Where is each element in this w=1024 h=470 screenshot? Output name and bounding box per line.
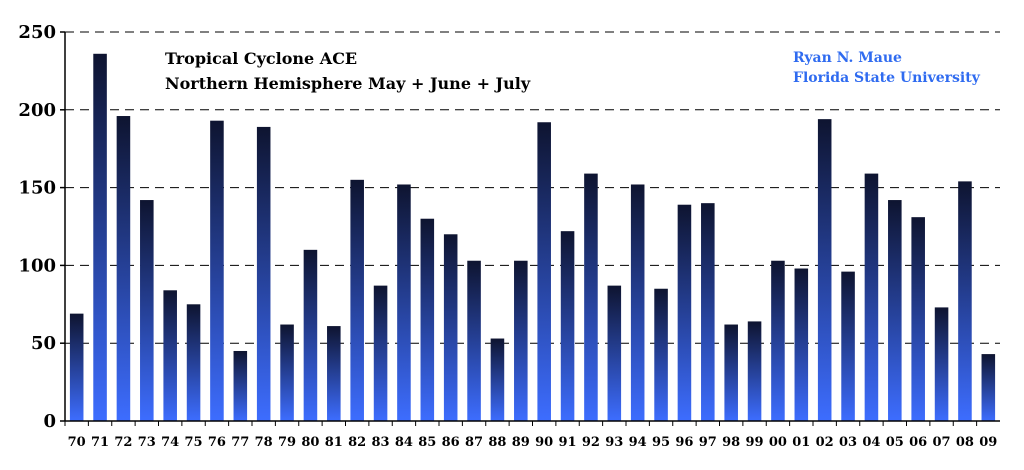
bar-76 [210,120,224,421]
x-tick-label: 87 [465,435,483,450]
bar-00 [771,260,785,421]
bar-88 [490,338,505,421]
x-tick-label: 78 [255,435,273,450]
x-tick-label: 93 [605,435,623,450]
bar-82 [350,179,364,421]
x-tick-label: 73 [138,435,156,450]
x-tick-label: 91 [559,435,577,450]
credit-author: Ryan N. Maue [793,50,902,66]
x-tick-label: 74 [161,435,179,450]
x-tick-label: 88 [488,435,506,450]
bar-95 [654,288,668,421]
bar-74 [163,290,177,421]
x-tick-label: 75 [185,435,203,450]
bar-78 [256,126,271,421]
x-tick-label: 92 [582,435,600,450]
credit-affiliation: Florida State University [793,70,981,86]
bar-90 [537,122,551,422]
x-tick-label: 96 [675,435,693,450]
x-tick-label: 80 [301,435,319,450]
bar-05 [888,200,902,421]
x-tick-label: 77 [231,435,249,450]
x-tick-label: 00 [769,435,787,450]
bar-75 [186,304,201,421]
bar-81 [327,326,341,421]
x-tick-label: 79 [278,435,296,450]
bar-94 [630,184,645,421]
bar-09 [981,354,996,421]
bar-02 [817,119,832,422]
x-tick-label: 07 [933,435,951,450]
x-tick-label: 02 [816,435,834,450]
bar-86 [443,234,458,421]
x-tick-label: 04 [862,435,880,450]
x-tick-label: 06 [909,435,927,450]
bar-73 [140,200,154,421]
bar-71 [93,53,107,422]
x-tick-label: 72 [114,435,132,450]
x-tick-label: 94 [629,435,647,450]
x-tick-label: 98 [722,435,740,450]
x-tick-label: 86 [442,435,460,450]
x-tick-label: 83 [372,435,390,450]
x-tick-label: 84 [395,435,413,450]
bar-01 [794,268,809,421]
x-tick-label: 70 [68,435,86,450]
bar-91 [560,231,575,421]
bar-93 [607,285,622,421]
x-tick-label: 03 [839,435,857,450]
bar-92 [584,173,598,421]
bars [69,53,996,422]
y-tick-label: 250 [18,22,56,43]
bar-87 [467,260,481,421]
y-tick-label: 50 [31,333,56,354]
bar-98 [724,324,738,421]
bar-70 [69,313,84,421]
x-tick-label: 82 [348,435,366,450]
bar-06 [911,217,925,421]
x-tick-label: 85 [418,435,436,450]
bar-80 [303,249,318,421]
bar-83 [373,285,388,421]
y-tick-label: 200 [18,100,56,121]
x-tick-label: 08 [956,435,974,450]
x-tick-label: 09 [979,435,997,450]
bar-96 [677,204,692,421]
bar-72 [116,116,131,422]
y-tick-label: 100 [18,255,56,276]
x-tick-labels: 70 71 72 73 74 75 76 77 78 79 80 81 82 83 84 85 86 87 88 89… [64,421,997,450]
bar-07 [934,307,949,421]
x-tick-label: 89 [512,435,530,450]
x-tick-label: 71 [91,435,109,450]
bar-08 [958,181,972,421]
x-tick-label: 05 [886,435,904,450]
bar-89 [514,260,528,421]
bar-99 [747,321,762,421]
bar-79 [280,324,294,421]
bar-97 [701,203,715,421]
bar-84 [397,184,411,421]
bar-77 [233,350,248,421]
x-tick-label: 01 [792,435,810,450]
chart-title-line-2: Northern Hemisphere May + June + July [165,74,531,93]
x-tick-label: 76 [208,435,226,450]
bar-04 [864,173,879,421]
x-tick-label: 95 [652,435,670,450]
x-tick-label: 81 [325,435,343,450]
x-tick-label: 97 [699,435,717,450]
bar-85 [420,218,435,421]
y-tick-labels: 0 50 100 150 200 250 [18,22,65,432]
x-tick-label: 99 [746,435,764,450]
y-tick-label: 0 [43,411,56,432]
x-tick-label: 90 [535,435,553,450]
bar-03 [841,271,855,421]
chart-title-line-1: Tropical Cyclone ACE [165,49,357,68]
y-tick-label: 150 [18,178,56,199]
